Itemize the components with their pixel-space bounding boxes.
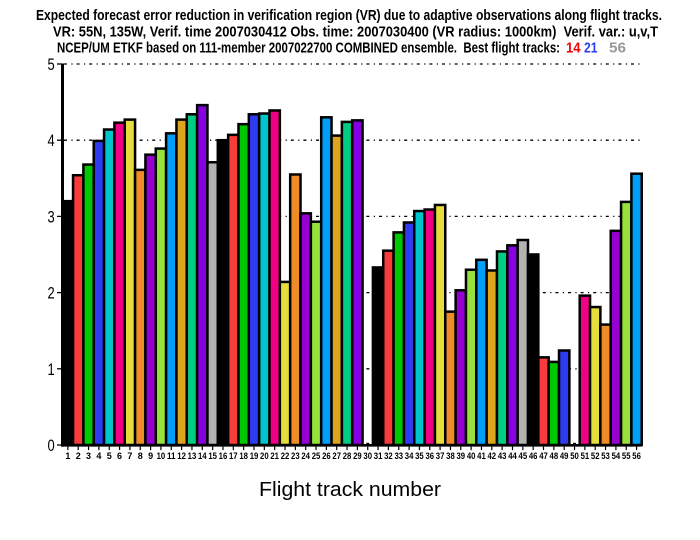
svg-text:27: 27: [332, 451, 341, 461]
svg-text:3: 3: [86, 451, 91, 461]
svg-text:52: 52: [591, 451, 600, 461]
svg-text:26: 26: [322, 451, 331, 461]
svg-text:Flight track number: Flight track number: [259, 478, 441, 501]
svg-text:19: 19: [250, 451, 259, 461]
svg-text:6: 6: [117, 451, 122, 461]
svg-text:18: 18: [239, 451, 248, 461]
svg-text:15: 15: [208, 451, 217, 461]
svg-text:14: 14: [198, 451, 207, 461]
svg-text:53: 53: [601, 451, 610, 461]
svg-text:NCEP/UM ETKF based on 111-memb: NCEP/UM ETKF based on 111-member 2007022…: [57, 39, 560, 56]
svg-text:38: 38: [446, 451, 455, 461]
svg-text:3: 3: [48, 208, 55, 226]
svg-text:0: 0: [48, 437, 55, 455]
svg-text:49: 49: [560, 451, 569, 461]
svg-text:21: 21: [584, 39, 598, 56]
svg-text:42: 42: [488, 451, 497, 461]
svg-text:33: 33: [394, 451, 403, 461]
svg-text:29: 29: [353, 451, 362, 461]
svg-text:4: 4: [96, 451, 101, 461]
svg-text:50: 50: [570, 451, 579, 461]
svg-text:48: 48: [550, 451, 559, 461]
svg-text:28: 28: [343, 451, 352, 461]
svg-text:14: 14: [566, 39, 581, 56]
svg-text:VR: 55N, 135W, Verif. time 200: VR: 55N, 135W, Verif. time 2007030412 Ob…: [53, 23, 658, 40]
svg-text:4: 4: [48, 132, 55, 150]
svg-text:43: 43: [498, 451, 507, 461]
svg-text:21: 21: [270, 451, 279, 461]
svg-text:25: 25: [312, 451, 321, 461]
svg-text:5: 5: [107, 451, 112, 461]
svg-text:44: 44: [508, 451, 517, 461]
svg-text:40: 40: [467, 451, 476, 461]
svg-text:37: 37: [436, 451, 445, 461]
svg-text:47: 47: [539, 451, 548, 461]
svg-text:2: 2: [48, 285, 55, 303]
svg-text:41: 41: [477, 451, 486, 461]
svg-text:13: 13: [188, 451, 197, 461]
svg-text:30: 30: [363, 451, 372, 461]
svg-text:32: 32: [384, 451, 393, 461]
svg-text:5: 5: [48, 56, 55, 74]
svg-text:51: 51: [581, 451, 590, 461]
svg-text:24: 24: [301, 451, 310, 461]
svg-text:2: 2: [76, 451, 81, 461]
svg-text:Expected forecast error reduct: Expected forecast error reduction in ver…: [36, 7, 662, 24]
svg-text:56: 56: [632, 451, 641, 461]
svg-text:7: 7: [127, 451, 132, 461]
svg-text:46: 46: [529, 451, 538, 461]
svg-text:36: 36: [425, 451, 434, 461]
svg-text:20: 20: [260, 451, 269, 461]
svg-text:16: 16: [219, 451, 228, 461]
svg-text:56: 56: [609, 39, 626, 56]
svg-text:9: 9: [148, 451, 153, 461]
svg-text:35: 35: [415, 451, 424, 461]
svg-text:1: 1: [48, 361, 55, 379]
svg-text:11: 11: [167, 451, 176, 461]
svg-text:31: 31: [374, 451, 383, 461]
svg-text:17: 17: [229, 451, 238, 461]
svg-text:39: 39: [456, 451, 465, 461]
svg-text:54: 54: [612, 451, 621, 461]
svg-text:8: 8: [138, 451, 143, 461]
svg-text:22: 22: [281, 451, 290, 461]
svg-text:45: 45: [519, 451, 528, 461]
svg-text:12: 12: [177, 451, 186, 461]
svg-text:55: 55: [622, 451, 631, 461]
svg-text:34: 34: [405, 451, 414, 461]
svg-text:10: 10: [157, 451, 166, 461]
svg-text:23: 23: [291, 451, 300, 461]
svg-text:1: 1: [65, 451, 70, 461]
